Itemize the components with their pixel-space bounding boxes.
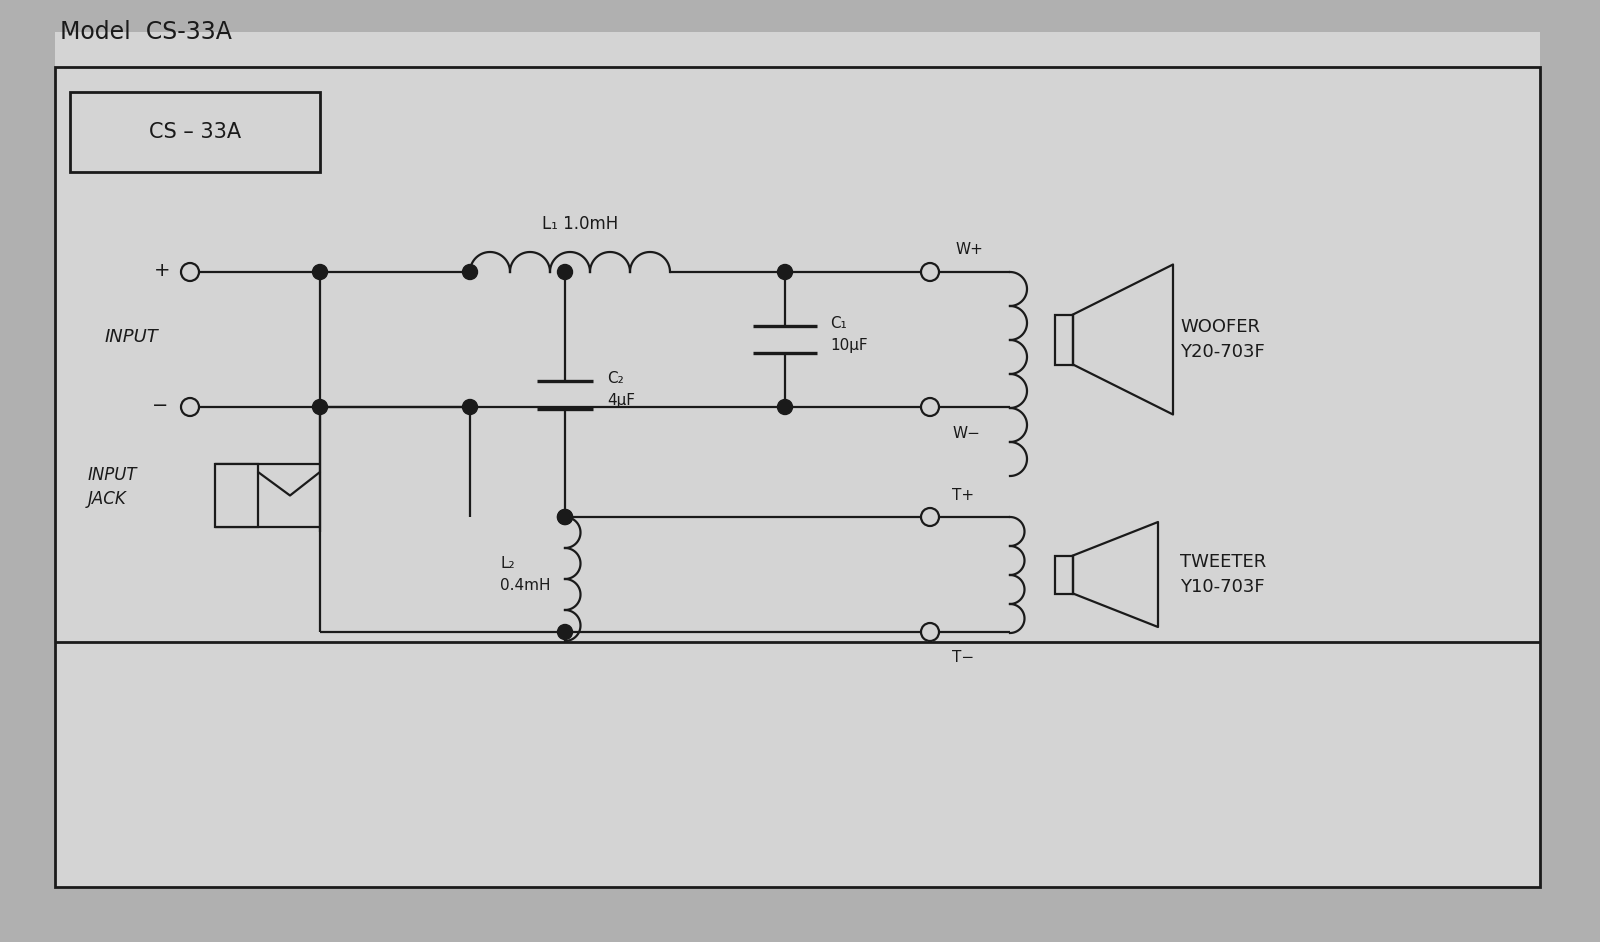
Bar <box>214 464 258 527</box>
Circle shape <box>181 263 198 281</box>
Text: T+: T+ <box>952 488 974 502</box>
Text: −: − <box>152 396 168 414</box>
Text: C₁
10μF: C₁ 10μF <box>830 316 867 353</box>
Bar <box>1054 315 1074 365</box>
Text: C₂
4μF: C₂ 4μF <box>606 371 635 408</box>
Text: W+: W+ <box>955 242 982 257</box>
Circle shape <box>922 263 939 281</box>
Circle shape <box>312 265 328 280</box>
Circle shape <box>462 399 477 414</box>
Circle shape <box>181 398 198 416</box>
Circle shape <box>557 265 573 280</box>
Circle shape <box>557 510 573 525</box>
Circle shape <box>557 510 573 525</box>
Circle shape <box>778 399 792 414</box>
Circle shape <box>312 399 328 414</box>
Text: W−: W− <box>952 426 979 441</box>
Circle shape <box>922 623 939 641</box>
Text: T−: T− <box>952 651 974 665</box>
Bar <box>1054 556 1074 593</box>
Circle shape <box>778 265 792 280</box>
Text: L₁ 1.0mH: L₁ 1.0mH <box>542 215 618 233</box>
Circle shape <box>922 398 939 416</box>
Bar <box>54 67 1539 887</box>
Text: WOOFER
Y20-703F: WOOFER Y20-703F <box>1181 318 1264 361</box>
Bar <box>70 92 320 172</box>
Text: INPUT: INPUT <box>106 328 158 346</box>
Text: Model  CS-33A: Model CS-33A <box>61 20 232 44</box>
Text: TWEETER
Y10-703F: TWEETER Y10-703F <box>1181 553 1266 596</box>
Circle shape <box>557 625 573 640</box>
Circle shape <box>922 508 939 526</box>
Text: L₂
0.4mH: L₂ 0.4mH <box>499 556 550 593</box>
Circle shape <box>462 265 477 280</box>
Text: CS – 33A: CS – 33A <box>149 122 242 142</box>
Text: +: + <box>154 261 170 280</box>
Text: INPUT
JACK: INPUT JACK <box>88 466 138 508</box>
